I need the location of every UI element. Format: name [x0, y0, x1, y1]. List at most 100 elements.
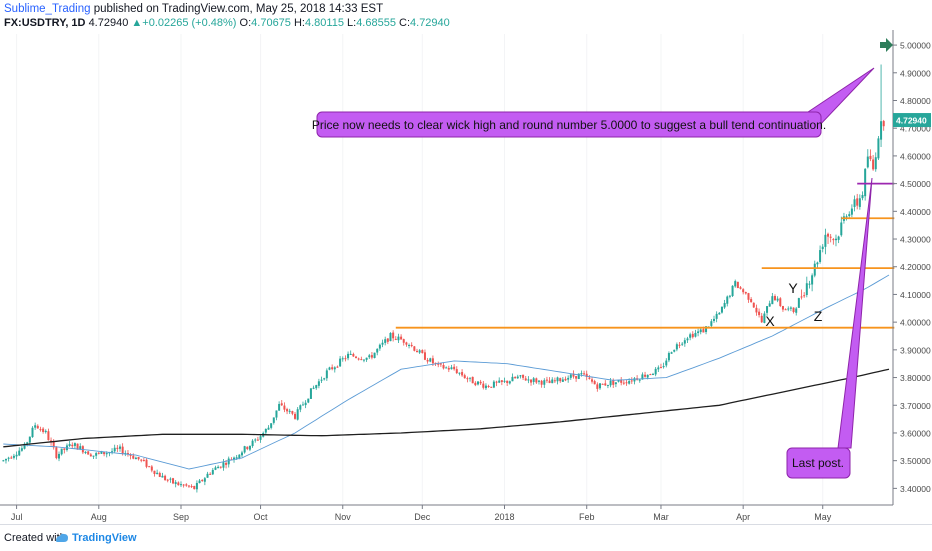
candle-body	[522, 374, 525, 378]
candle-body	[797, 298, 800, 308]
candle-body	[490, 386, 493, 388]
high-label: H:	[293, 17, 305, 29]
candle-body	[827, 233, 830, 237]
candle-body	[726, 296, 729, 304]
candle-body	[410, 344, 413, 347]
candle-body	[758, 311, 761, 316]
candle-body	[280, 403, 283, 406]
tradingview-brand[interactable]: TradingView	[72, 532, 137, 544]
candle-body	[198, 480, 201, 484]
scroll-right-arrow-icon	[880, 38, 893, 52]
candle-body	[848, 214, 851, 217]
candle-body	[439, 363, 442, 365]
candle-body	[646, 374, 649, 378]
candle-body	[413, 346, 416, 351]
wave-label-x: X	[765, 313, 775, 329]
candle-body	[71, 444, 74, 447]
price-tick-label: 5.00000	[900, 41, 931, 51]
candle-body	[121, 446, 124, 454]
candle-body	[309, 388, 312, 399]
candle-body	[630, 380, 633, 382]
candle-body	[492, 381, 495, 388]
candle-body	[471, 376, 474, 384]
candle-body	[580, 373, 583, 375]
moving-averages	[3, 274, 890, 470]
candle-body	[92, 455, 95, 457]
candle-body	[156, 472, 159, 475]
candle-body	[278, 404, 281, 411]
candle-body	[728, 295, 731, 297]
candle-body	[227, 458, 230, 465]
candle-body	[344, 358, 347, 360]
price-chart[interactable]: Price now needs to clear wick high and r…	[0, 30, 932, 524]
candle-body	[362, 359, 365, 361]
candle-body	[463, 375, 466, 379]
candle-body	[23, 443, 26, 449]
candle-body	[126, 453, 129, 455]
candle-body	[850, 208, 853, 215]
candle-body	[718, 312, 721, 315]
symbol-label[interactable]: FX:USDTRY, 1D	[4, 17, 86, 29]
candle-body	[415, 350, 419, 353]
candle-body	[694, 332, 697, 337]
candle-body	[357, 358, 360, 360]
time-tick-label: 2018	[494, 512, 514, 522]
price-axis[interactable]: 3.40000 3.50000 3.60000 3.70000 3.80000 3.900…	[880, 30, 931, 505]
candle-body	[341, 358, 344, 360]
price-tick-label: 4.80000	[900, 96, 931, 106]
candle-body	[593, 381, 596, 385]
candle-body	[508, 381, 511, 384]
candle-body	[760, 315, 763, 323]
candle-body	[545, 379, 548, 381]
open-value: 4.70675	[251, 17, 291, 29]
candle-body	[320, 379, 323, 381]
candle-body	[312, 387, 315, 389]
author-link[interactable]: Sublime_Trading	[4, 3, 91, 15]
candle-body	[378, 344, 381, 349]
candle-body	[840, 222, 843, 236]
candle-body	[829, 236, 832, 238]
candle-body	[484, 385, 487, 389]
candle-body	[352, 353, 355, 357]
candle-body	[389, 332, 392, 342]
candle-body	[182, 484, 185, 486]
candle-body	[516, 376, 519, 379]
candle-body	[628, 381, 631, 384]
candle-body	[368, 355, 371, 358]
candle-body	[10, 457, 13, 459]
candle-body	[15, 454, 18, 457]
candle-body	[140, 459, 143, 461]
plot-area[interactable]	[0, 30, 893, 505]
candle-body	[598, 383, 601, 389]
candle-body	[355, 356, 358, 358]
candle-body	[20, 448, 23, 451]
up-arrow-icon: ▲	[131, 17, 143, 29]
candle-body	[622, 382, 625, 384]
candle-body	[869, 155, 872, 160]
candle-body	[540, 380, 543, 385]
candle-body	[744, 292, 747, 294]
candle-body	[808, 283, 811, 285]
candle-body	[384, 339, 387, 343]
candle-body	[766, 306, 769, 313]
candle-body	[400, 336, 403, 340]
candle-body	[805, 283, 808, 295]
candle-body	[487, 386, 490, 388]
candle-body	[617, 380, 620, 382]
candle-body	[105, 453, 108, 455]
candle-body	[683, 340, 686, 344]
candle-body	[169, 478, 172, 480]
candle-body	[498, 380, 501, 383]
candle-body	[689, 334, 692, 338]
candle-body	[662, 366, 665, 368]
time-tick-label: Mar	[653, 512, 669, 522]
candle-body	[100, 451, 103, 454]
time-axis[interactable]: Jul Aug Sep Oct Nov Dec 2018 Feb Mar Apr May	[0, 504, 893, 522]
price-tick-label: 4.90000	[900, 68, 931, 78]
candle-body	[567, 377, 570, 380]
candle-body	[476, 381, 480, 385]
candle-body	[458, 372, 461, 374]
candle-body	[179, 484, 183, 486]
candle-body	[177, 482, 180, 486]
candle-body	[479, 381, 482, 384]
